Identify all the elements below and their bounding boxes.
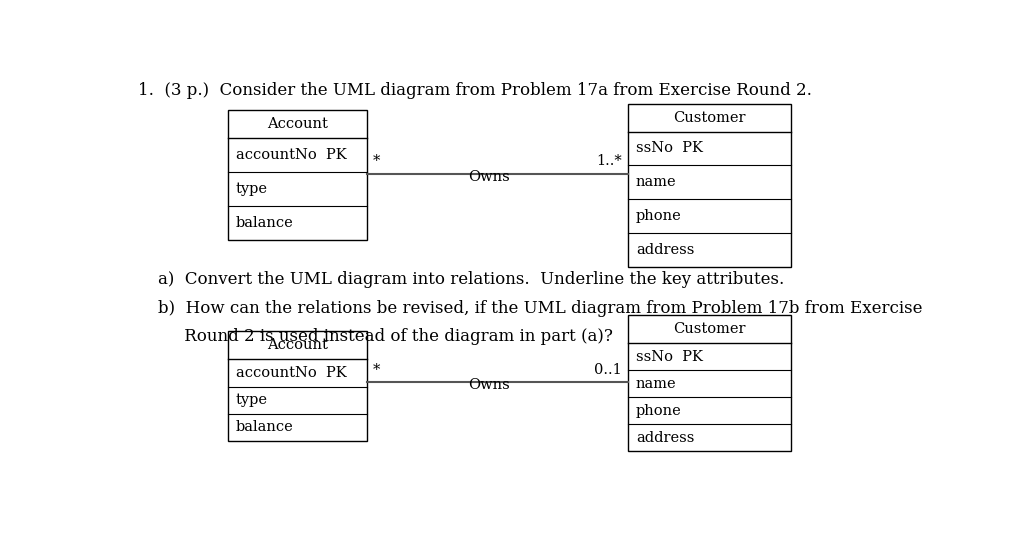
Text: Customer: Customer bbox=[673, 110, 745, 124]
Text: type: type bbox=[236, 182, 268, 196]
Text: type: type bbox=[236, 393, 268, 407]
Text: b)  How can the relations be revised, if the UML diagram from Problem 17b from E: b) How can the relations be revised, if … bbox=[158, 300, 923, 317]
Text: accountNo  PK: accountNo PK bbox=[236, 366, 347, 380]
Bar bbox=[628, 103, 791, 266]
Text: 1.  (3 p.)  Consider the UML diagram from Problem 17a from Exercise Round 2.: 1. (3 p.) Consider the UML diagram from … bbox=[137, 81, 811, 99]
Text: a)  Convert the UML diagram into relations.  Underline the key attributes.: a) Convert the UML diagram into relation… bbox=[158, 271, 784, 288]
Text: Account: Account bbox=[267, 117, 328, 131]
Text: *: * bbox=[373, 363, 380, 377]
Text: accountNo  PK: accountNo PK bbox=[236, 148, 347, 162]
Text: Owns: Owns bbox=[468, 170, 510, 184]
Text: phone: phone bbox=[636, 404, 682, 418]
Text: Customer: Customer bbox=[673, 322, 745, 336]
Bar bbox=[628, 315, 791, 451]
Text: address: address bbox=[636, 243, 694, 257]
Text: balance: balance bbox=[236, 420, 294, 434]
Text: Account: Account bbox=[267, 338, 328, 352]
Text: 1..*: 1..* bbox=[596, 154, 622, 168]
Text: *: * bbox=[373, 154, 380, 168]
Text: ssNo  PK: ssNo PK bbox=[636, 350, 702, 364]
Text: Round 2 is used instead of the diagram in part (a)?: Round 2 is used instead of the diagram i… bbox=[158, 327, 613, 345]
Text: name: name bbox=[636, 377, 677, 391]
Text: address: address bbox=[636, 431, 694, 445]
Text: Owns: Owns bbox=[468, 377, 510, 392]
Text: ssNo  PK: ssNo PK bbox=[636, 142, 702, 155]
Text: name: name bbox=[636, 175, 677, 189]
Bar bbox=[228, 110, 367, 240]
Bar bbox=[228, 331, 367, 441]
Text: phone: phone bbox=[636, 209, 682, 223]
Text: 0..1: 0..1 bbox=[594, 363, 622, 377]
Text: balance: balance bbox=[236, 215, 294, 230]
